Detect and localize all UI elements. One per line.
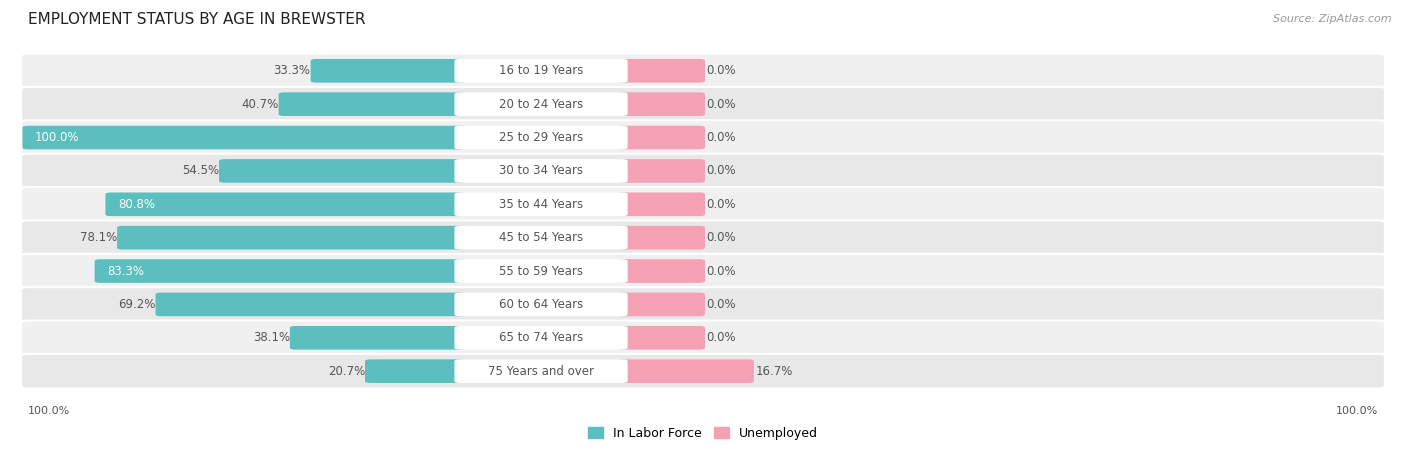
Text: 0.0%: 0.0% [706,331,735,344]
FancyBboxPatch shape [366,359,465,383]
FancyBboxPatch shape [454,59,627,83]
FancyBboxPatch shape [616,293,704,316]
Text: 54.5%: 54.5% [181,165,219,177]
Text: 45 to 54 Years: 45 to 54 Years [499,231,583,244]
FancyBboxPatch shape [616,359,754,383]
FancyBboxPatch shape [105,193,465,216]
Text: 80.8%: 80.8% [118,198,155,211]
FancyBboxPatch shape [616,226,704,249]
Text: 78.1%: 78.1% [80,231,117,244]
Text: 0.0%: 0.0% [706,64,735,77]
FancyBboxPatch shape [454,193,627,216]
FancyBboxPatch shape [219,159,465,183]
FancyBboxPatch shape [616,326,704,350]
Text: 0.0%: 0.0% [706,265,735,277]
FancyBboxPatch shape [454,293,627,316]
FancyBboxPatch shape [22,126,465,149]
FancyBboxPatch shape [616,193,704,216]
Text: 40.7%: 40.7% [242,98,278,110]
FancyBboxPatch shape [21,221,1385,255]
FancyBboxPatch shape [156,293,465,316]
FancyBboxPatch shape [21,87,1385,121]
FancyBboxPatch shape [454,226,627,249]
Text: 0.0%: 0.0% [706,165,735,177]
Text: 83.3%: 83.3% [107,265,145,277]
FancyBboxPatch shape [21,54,1385,88]
Text: 0.0%: 0.0% [706,231,735,244]
FancyBboxPatch shape [616,126,704,149]
Text: 20 to 24 Years: 20 to 24 Years [499,98,583,110]
FancyBboxPatch shape [117,226,465,249]
Text: EMPLOYMENT STATUS BY AGE IN BREWSTER: EMPLOYMENT STATUS BY AGE IN BREWSTER [28,12,366,27]
Text: 35 to 44 Years: 35 to 44 Years [499,198,583,211]
Text: 65 to 74 Years: 65 to 74 Years [499,331,583,344]
Text: 0.0%: 0.0% [706,131,735,144]
Text: 100.0%: 100.0% [35,131,80,144]
FancyBboxPatch shape [454,159,627,183]
FancyBboxPatch shape [454,126,627,149]
FancyBboxPatch shape [94,259,465,283]
FancyBboxPatch shape [21,187,1385,221]
FancyBboxPatch shape [454,92,627,116]
Text: 20.7%: 20.7% [328,365,366,377]
FancyBboxPatch shape [616,92,704,116]
FancyBboxPatch shape [311,59,465,83]
Text: Source: ZipAtlas.com: Source: ZipAtlas.com [1274,14,1392,23]
Text: 25 to 29 Years: 25 to 29 Years [499,131,583,144]
Text: 33.3%: 33.3% [274,64,311,77]
Text: 38.1%: 38.1% [253,331,290,344]
Text: 55 to 59 Years: 55 to 59 Years [499,265,583,277]
FancyBboxPatch shape [454,359,627,383]
FancyBboxPatch shape [290,326,465,350]
FancyBboxPatch shape [616,259,704,283]
FancyBboxPatch shape [21,254,1385,288]
Text: 0.0%: 0.0% [706,98,735,110]
Text: 0.0%: 0.0% [706,198,735,211]
FancyBboxPatch shape [21,154,1385,188]
FancyBboxPatch shape [454,326,627,350]
Text: 16.7%: 16.7% [755,365,793,377]
FancyBboxPatch shape [616,59,704,83]
FancyBboxPatch shape [454,259,627,283]
FancyBboxPatch shape [21,120,1385,155]
Text: 69.2%: 69.2% [118,298,156,311]
Text: 60 to 64 Years: 60 to 64 Years [499,298,583,311]
FancyBboxPatch shape [616,159,704,183]
Legend: In Labor Force, Unemployed: In Labor Force, Unemployed [583,422,823,445]
Text: 0.0%: 0.0% [706,298,735,311]
Text: 30 to 34 Years: 30 to 34 Years [499,165,583,177]
FancyBboxPatch shape [278,92,465,116]
Text: 16 to 19 Years: 16 to 19 Years [499,64,583,77]
Text: 100.0%: 100.0% [1336,406,1378,416]
Text: 75 Years and over: 75 Years and over [488,365,593,377]
FancyBboxPatch shape [21,287,1385,322]
FancyBboxPatch shape [21,354,1385,388]
Text: 100.0%: 100.0% [28,406,70,416]
FancyBboxPatch shape [21,321,1385,355]
